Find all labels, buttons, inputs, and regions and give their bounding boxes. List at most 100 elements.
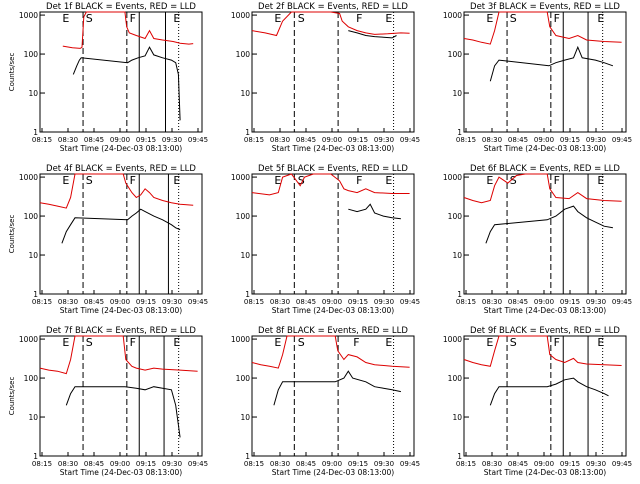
x-tick-label: 09:45 [400,298,420,306]
x-tick-label: 09:30 [162,460,182,468]
plot-frame [463,11,627,133]
x-axis-label: Start Time (24-Dec-03 08:13:00) [60,144,182,153]
event-marker-label: E [385,174,392,187]
x-tick-label: 09:30 [586,298,606,306]
y-axis-label: Counts/sec [8,377,16,416]
x-tick-label: 09:45 [612,136,632,144]
y-tick-label: 1000 [443,173,462,182]
plot-frame [39,335,203,457]
x-tick-label: 08:15 [32,136,52,144]
y-tick-label: 10 [240,251,250,260]
event-marker-label: S [86,336,93,349]
y-tick-label: 10 [28,89,38,98]
x-tick-label: 09:00 [110,460,130,468]
y-tick-label: 10 [28,413,38,422]
x-tick-label: 09:45 [612,460,632,468]
y-tick-label: 1 [33,452,38,461]
x-axis-label: Start Time (24-Dec-03 08:13:00) [272,306,394,315]
y-tick-label: 1000 [19,11,38,20]
event-marker-label: E [597,12,604,25]
event-marker-label: E [62,174,69,187]
plot-frame [251,11,415,133]
y-tick-label: 10 [452,89,462,98]
event-marker-label: E [385,336,392,349]
x-tick-label: 08:30 [482,136,502,144]
y-tick-label: 10 [28,251,38,260]
x-tick-label: 08:45 [508,460,528,468]
event-marker-label: E [597,336,604,349]
y-tick-label: 1 [457,452,462,461]
y-tick-label: 100 [448,374,463,383]
y-tick-label: 100 [236,212,251,221]
chart-title: Det 4f BLACK = Events, RED = LLD [46,164,196,174]
event-marker-label: F [130,336,136,349]
x-tick-label: 08:30 [482,298,502,306]
x-tick-label: 09:45 [188,460,208,468]
lld-series-line [62,11,194,49]
y-tick-label: 10 [240,89,250,98]
y-tick-label: 100 [236,50,251,59]
x-tick-label: 08:15 [32,298,52,306]
y-tick-label: 1000 [231,173,250,182]
y-tick-label: 1 [245,452,250,461]
x-tick-label: 08:15 [244,136,264,144]
y-tick-label: 1 [33,290,38,299]
x-tick-label: 09:15 [560,136,580,144]
y-tick-label: 100 [448,50,463,59]
event-marker-label: S [510,336,517,349]
event-marker-label: E [274,174,281,187]
x-tick-label: 08:45 [296,460,316,468]
chart-title: Det 5f BLACK = Events, RED = LLD [258,164,408,174]
x-tick-label: 09:00 [534,298,554,306]
events-series-line [485,205,613,244]
lld-series-line [463,335,622,367]
event-marker-label: E [62,12,69,25]
y-tick-label: 100 [236,374,251,383]
chart-title: Det 3f BLACK = Events, RED = LLD [470,2,620,12]
y-tick-label: 1000 [443,335,462,344]
event-marker-label: E [173,174,180,187]
y-tick-label: 100 [448,212,463,221]
x-tick-label: 08:30 [58,460,78,468]
y-tick-label: 1 [245,128,250,137]
lld-series-line [251,173,410,196]
x-tick-label: 08:30 [270,298,290,306]
x-tick-label: 09:00 [322,298,342,306]
y-tick-label: 1 [245,290,250,299]
x-tick-label: 09:45 [188,298,208,306]
x-tick-label: 08:45 [508,136,528,144]
event-marker-label: F [554,174,560,187]
x-tick-label: 08:45 [84,460,104,468]
x-tick-label: 08:15 [32,460,52,468]
event-marker-label: E [274,12,281,25]
event-marker-label: F [130,12,136,25]
plot-frame [463,173,627,295]
event-marker-label: F [353,336,359,349]
x-tick-label: 09:00 [534,136,554,144]
x-tick-label: 09:15 [560,460,580,468]
x-tick-label: 08:45 [296,136,316,144]
x-tick-label: 09:00 [534,460,554,468]
lld-series-line [251,335,410,369]
x-tick-label: 08:30 [270,460,290,468]
y-tick-label: 10 [240,413,250,422]
x-tick-label: 08:45 [508,298,528,306]
event-marker-label: E [486,174,493,187]
x-tick-label: 09:00 [322,460,342,468]
y-tick-label: 1 [33,128,38,137]
y-tick-label: 10 [452,413,462,422]
event-marker-label: S [298,174,305,187]
x-tick-label: 08:30 [270,136,290,144]
y-tick-label: 1000 [19,335,38,344]
x-tick-label: 09:15 [136,460,156,468]
event-marker-label: S [86,174,93,187]
x-axis-label: Start Time (24-Dec-03 08:13:00) [60,306,182,315]
plot-frame [463,335,627,457]
y-tick-label: 1 [457,290,462,299]
event-marker-label: E [173,336,180,349]
x-tick-label: 08:30 [58,298,78,306]
events-series-line [489,377,609,406]
x-tick-label: 09:30 [586,136,606,144]
x-tick-label: 08:45 [84,136,104,144]
y-tick-label: 10 [452,251,462,260]
